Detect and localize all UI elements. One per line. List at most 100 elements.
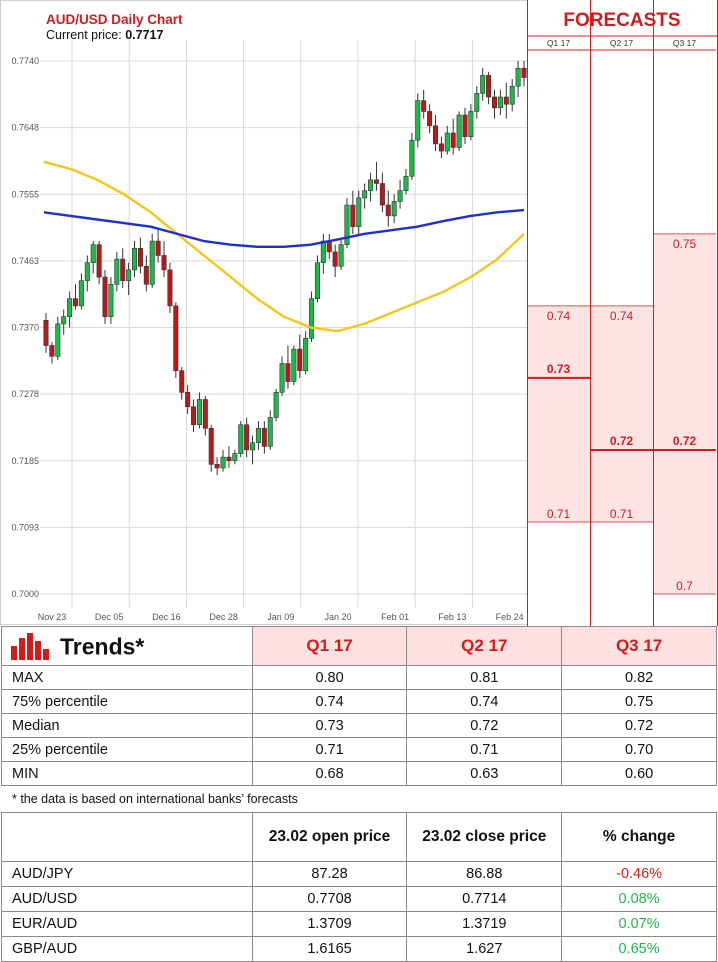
x-tick-label: Nov 23 (38, 612, 67, 622)
candle-body (491, 96, 497, 109)
trends-cell: 0.74 (406, 689, 563, 714)
y-tick-label: 0.7740 (11, 56, 39, 66)
price-chart: 0.7740 0.7648 0.7555 0.7463 0.7370 0.7278 0.71… (0, 0, 528, 625)
forecast-range-box (654, 233, 716, 594)
candle-body (326, 240, 332, 253)
forecast-median-label: 0.72 (673, 434, 697, 448)
close-price: 1.627 (406, 936, 563, 962)
trends-cell: 0.70 (561, 737, 717, 762)
candle-body (255, 428, 261, 444)
current-price-value: 0.7717 (125, 28, 164, 42)
forecast-quarter-label: Q1 17 (547, 38, 570, 48)
trends-title: Trends* (60, 632, 145, 659)
open-price: 1.3709 (251, 911, 408, 937)
candle-body (191, 406, 197, 426)
forecast-range-box (528, 305, 590, 522)
candle-body (432, 125, 438, 145)
candle-body (385, 204, 391, 217)
bar-chart-icon (11, 633, 49, 661)
pair-label: EUR/AUD (1, 911, 253, 937)
trends-cell: 0.82 (561, 665, 717, 690)
candle-body (155, 240, 161, 256)
candle-body (303, 338, 309, 372)
y-tick-label: 0.7463 (11, 256, 39, 266)
candle-body (90, 244, 96, 263)
trends-cell: 0.75 (561, 689, 717, 714)
trends-header-row: Trends* Q1 17 Q2 17 Q3 17 (1, 626, 717, 666)
candle-body (474, 93, 480, 112)
y-tick-label: 0.7648 (11, 123, 39, 133)
candle-body (161, 255, 167, 271)
candle-body (438, 143, 444, 152)
x-tick-label: Dec 28 (209, 612, 238, 622)
candle-body (332, 251, 338, 267)
candle-body (314, 262, 320, 299)
candle-body (450, 132, 456, 148)
candle-body (196, 399, 202, 426)
forecast-lower-label: 0.7 (676, 579, 693, 593)
candle-body (73, 298, 79, 307)
candle-body (309, 298, 315, 339)
trends-cell: 0.74 (251, 689, 408, 714)
candle-body (143, 265, 149, 285)
candle-body (444, 132, 450, 152)
candle-body (102, 276, 108, 317)
forecast-upper-label: 0.74 (610, 309, 634, 323)
candle-body (480, 75, 486, 94)
close-price: 0.7714 (406, 886, 563, 912)
x-tick-label: Jan 09 (267, 612, 294, 622)
y-tick-label: 0.7000 (11, 589, 39, 599)
trends-cell: 0.72 (406, 713, 563, 738)
trends-row-75: 75% percentile 0.74 0.74 0.75 (1, 689, 717, 714)
candle-body (132, 247, 138, 271)
candle-body (96, 244, 102, 278)
candle-body (297, 348, 303, 372)
price-header-empty (1, 812, 253, 862)
candle-body (84, 262, 90, 281)
candle-body (521, 67, 527, 78)
candle-body (179, 370, 185, 393)
forecast-lower-label: 0.71 (610, 507, 634, 521)
forecast-lower-label: 0.71 (547, 507, 571, 521)
candle-body (285, 363, 291, 382)
trends-row-label: 75% percentile (1, 689, 253, 714)
forecast-upper-label: 0.75 (673, 237, 697, 251)
trends-cell: 0.80 (251, 665, 408, 690)
forecast-chart: FORECASTS Q1 17 0.74 0.73 0.71 Q2 17 0.74 0.72 0… (527, 0, 718, 626)
candle-body (137, 247, 143, 267)
candle-body (291, 348, 297, 382)
forecast-upper-label: 0.74 (547, 309, 571, 323)
forecast-median-label: 0.72 (610, 434, 634, 448)
close-price: 86.88 (406, 861, 563, 887)
footnote: * the data is based on international ban… (12, 792, 298, 806)
y-tick-label: 0.7555 (11, 189, 39, 199)
forecast-range-box (591, 305, 653, 522)
candle-body (78, 280, 84, 307)
candle-body (356, 197, 362, 227)
candle-body (379, 183, 385, 206)
candle-body (468, 111, 474, 137)
y-tick-label: 0.7093 (11, 522, 39, 532)
trends-cell: 0.71 (251, 737, 408, 762)
trends-col-q2: Q2 17 (406, 626, 563, 666)
candle-body (220, 456, 226, 469)
pair-label: AUD/JPY (1, 861, 253, 887)
candle-body (226, 456, 232, 462)
trends-row-label: MIN (1, 761, 253, 786)
fast-moving-average-line (43, 208, 525, 249)
candle-body (55, 323, 61, 357)
candle-body (403, 175, 409, 191)
candle-body (373, 179, 379, 184)
candle-body (503, 96, 509, 105)
candle-body (515, 67, 521, 87)
trends-cell: 0.71 (406, 737, 563, 762)
trends-cell: 0.68 (251, 761, 408, 786)
price-row-audjpy: AUD/JPY 87.28 86.88 -0.46% (1, 861, 717, 887)
trends-row-25: 25% percentile 0.71 0.71 0.70 (1, 737, 717, 762)
trends-row-min: MIN 0.68 0.63 0.60 (1, 761, 717, 786)
percent-change: 0.65% (561, 936, 717, 962)
candle-body (397, 190, 403, 202)
candle-body (120, 258, 126, 281)
candle-body (421, 100, 427, 112)
close-price: 1.3719 (406, 911, 563, 937)
